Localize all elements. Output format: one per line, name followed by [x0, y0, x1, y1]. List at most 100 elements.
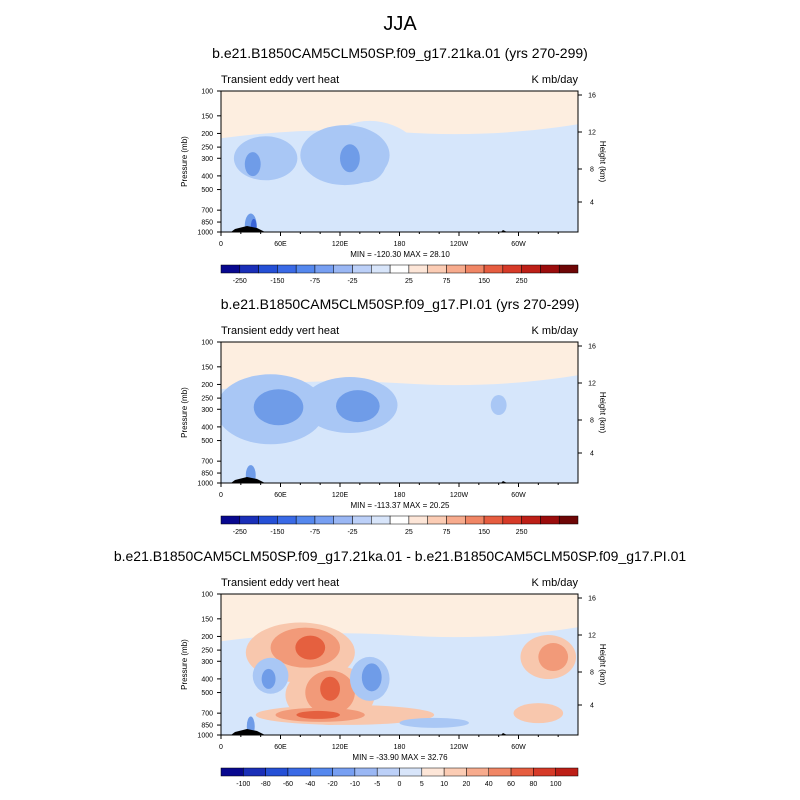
colorbar-label: -250	[233, 529, 247, 536]
y-axis-label: Pressure (mb)	[180, 639, 189, 690]
lon-tick-label: 60W	[511, 744, 526, 751]
colorbar-label: 10	[440, 781, 448, 788]
colorbar-swatch	[446, 264, 466, 274]
field-plot	[221, 91, 578, 232]
colorbar-swatch	[295, 515, 316, 525]
pressure-tick-label: 150	[201, 616, 213, 623]
lon-tick-label: 0	[219, 744, 223, 751]
colorbar-swatch	[314, 515, 334, 525]
height-tick-label: 16	[588, 344, 596, 351]
colorbar-label: 60	[507, 781, 515, 788]
height-tick-label: 12	[588, 130, 596, 137]
colorbar-swatch	[371, 515, 391, 525]
contour-region-6	[513, 703, 564, 724]
colorbar-swatch	[521, 515, 541, 525]
pressure-tick-label: 850	[201, 220, 213, 227]
colorbar-swatch	[483, 515, 504, 525]
colorbar-label: -75	[310, 529, 320, 536]
lon-tick-label: 180	[394, 492, 406, 499]
colorbar-swatch	[483, 264, 504, 274]
colorbar-label: -5	[374, 781, 380, 788]
lon-tick-label: 120E	[332, 492, 349, 499]
colorbar-swatch	[488, 767, 512, 777]
colorbar-swatch	[427, 264, 447, 274]
panel-title: b.e21.B1850CAM5CLM50SP.f09_g17.21ka.01 (…	[212, 45, 588, 61]
colorbar-label: 5	[420, 781, 424, 788]
colorbar-swatch	[277, 515, 297, 525]
pressure-tick-label: 500	[201, 438, 213, 445]
contour-region-17	[261, 668, 276, 689]
y-axis-label: Pressure (mb)	[180, 387, 189, 438]
colorbar-label: -40	[305, 781, 315, 788]
colorbar-label: 75	[443, 278, 451, 285]
pressure-tick-label: 250	[201, 396, 213, 403]
colorbar-swatch	[389, 515, 410, 525]
lon-tick-label: 60E	[274, 744, 287, 751]
contour-region-10	[538, 643, 569, 672]
colorbar-swatch	[502, 264, 522, 274]
lon-tick-label: 120W	[450, 744, 469, 751]
colorbar-swatch	[310, 767, 333, 777]
pressure-tick-label: 400	[201, 173, 213, 180]
pressure-tick-label: 100	[201, 89, 213, 96]
topography-asia	[231, 477, 265, 483]
height-tick-label: 12	[588, 381, 596, 388]
lon-tick-label: 60E	[274, 492, 287, 499]
y-axis-label: Pressure (mb)	[180, 136, 189, 187]
colorbar-label: -150	[270, 278, 284, 285]
colorbar-label: 250	[516, 278, 528, 285]
colorbar-swatch	[540, 515, 560, 525]
colorbar-label: 80	[529, 781, 537, 788]
colorbar-label: -150	[270, 529, 284, 536]
height-tick-label: 12	[588, 633, 596, 640]
pressure-tick-label: 300	[201, 407, 213, 414]
pressure-tick-label: 700	[201, 711, 213, 718]
colorbar-swatch	[376, 767, 400, 777]
pressure-tick-label: 200	[201, 131, 213, 138]
colorbar-swatch	[352, 515, 372, 525]
pressure-tick-label: 100	[201, 592, 213, 599]
pressure-tick-label: 100	[201, 340, 213, 347]
colorbar-swatch	[558, 264, 579, 274]
colorbar-swatch	[354, 767, 378, 777]
colorbar-swatch	[239, 515, 259, 525]
colorbar-swatch	[220, 515, 241, 525]
colorbar-swatch	[533, 767, 556, 777]
colorbar-swatch	[332, 767, 356, 777]
panel-1: b.e21.B1850CAM5CLM50SP.f09_g17.21ka.01 (…	[180, 45, 607, 285]
colorbar-swatch	[220, 264, 241, 274]
pressure-tick-label: 700	[201, 459, 213, 466]
colorbar-swatch	[287, 767, 311, 777]
pressure-tick-label: 200	[201, 382, 213, 389]
min-max-stats: MIN = -113.37 MAX = 20.25	[350, 501, 450, 510]
lon-tick-label: 180	[394, 744, 406, 751]
page-title: JJA	[383, 13, 417, 35]
contour-region-6	[336, 390, 380, 423]
variable-label: Transient eddy vert heat	[221, 74, 339, 86]
colorbar-label: 75	[443, 529, 451, 536]
colorbar-swatch	[502, 515, 522, 525]
pressure-tick-label: 500	[201, 690, 213, 697]
colorbar-swatch	[510, 767, 534, 777]
colorbar-swatch	[314, 264, 334, 274]
pressure-tick-label: 150	[201, 113, 213, 120]
pressure-tick-label: 700	[201, 208, 213, 215]
lon-tick-label: 120E	[332, 241, 349, 248]
pressure-tick-label: 850	[201, 471, 213, 478]
contour-region-9	[340, 144, 360, 173]
panel-2: b.e21.B1850CAM5CLM50SP.f09_g17.PI.01 (yr…	[180, 296, 607, 536]
lon-tick-label: 60E	[274, 241, 287, 248]
colorbar-swatch	[465, 264, 485, 274]
pressure-tick-label: 250	[201, 648, 213, 655]
colorbar-label: 25	[405, 278, 413, 285]
lon-tick-label: 120W	[450, 492, 469, 499]
colorbar-label: -25	[347, 529, 357, 536]
y2-axis-label: Height (km)	[598, 392, 607, 434]
colorbar-label: -10	[350, 781, 360, 788]
variable-label: Transient eddy vert heat	[221, 577, 339, 589]
colorbar-label: 250	[516, 529, 528, 536]
min-max-stats: MIN = -120.30 MAX = 28.10	[350, 250, 450, 259]
colorbar-swatch	[371, 264, 391, 274]
colorbar-swatch	[258, 264, 278, 274]
